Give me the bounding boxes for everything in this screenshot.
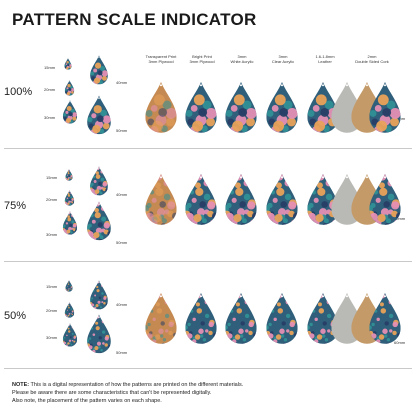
material-line1: 2mm bbox=[367, 54, 377, 59]
scale-label: 75% bbox=[4, 200, 27, 212]
material-line2: Double Sided Cork bbox=[355, 59, 389, 64]
size-label-15mm: 15mm bbox=[46, 284, 58, 289]
size-label-40mm: 40mm bbox=[116, 302, 128, 307]
size-label-50mm: 50mm bbox=[116, 240, 128, 245]
teardrop-sample-print bbox=[184, 172, 218, 227]
teardrop-sample-print bbox=[65, 280, 73, 292]
teardrop-sample-print bbox=[368, 291, 402, 346]
material-label-cork: 2mm Double Sided Cork bbox=[352, 54, 392, 64]
teardrop-sample-print bbox=[89, 55, 109, 85]
section-divider bbox=[4, 148, 412, 149]
scale-label: 100% bbox=[4, 86, 33, 98]
material-line1: Bright Print bbox=[192, 54, 212, 59]
scale-label: 50% bbox=[4, 310, 27, 322]
teardrop-sample-print bbox=[224, 80, 258, 135]
teardrop-sample-wood bbox=[144, 291, 178, 346]
material-line2: White Acrylic bbox=[230, 59, 254, 64]
material-line1: 1.6-1.8mm bbox=[315, 54, 335, 59]
teardrop-sample-wood bbox=[144, 80, 178, 135]
material-label-bright-plywood: Bright Print 3mm Plywood bbox=[182, 54, 222, 64]
size-label-20mm: 20mm bbox=[44, 87, 56, 92]
size-label-40mm: 40mm bbox=[116, 192, 128, 197]
size-label-15mm: 15mm bbox=[44, 65, 56, 70]
teardrop-sample-print bbox=[64, 190, 75, 206]
teardrop-sample-print bbox=[224, 291, 258, 346]
material-line1: Transparent Print bbox=[145, 54, 177, 59]
teardrop-sample-print bbox=[64, 80, 75, 96]
size-label-20mm: 20mm bbox=[46, 308, 58, 313]
section-100: 100% 15mm 20mm 30mm 40mm 50mm 60mm bbox=[0, 56, 416, 146]
material-line2: Clear Acrylic bbox=[271, 59, 295, 64]
teardrop-sample-print bbox=[89, 166, 109, 196]
teardrop-sample-print bbox=[306, 80, 340, 135]
size-label-30mm: 30mm bbox=[46, 335, 58, 340]
section-50: 50% 15mm 20mm 30mm 40mm 50mm 60mm bbox=[0, 274, 416, 366]
size-label-15mm: 15mm bbox=[46, 175, 58, 180]
note-line3: Also note, the placement of the pattern … bbox=[12, 398, 162, 404]
teardrop-sample-print bbox=[265, 172, 299, 227]
note-line2: Please be aware there are some character… bbox=[12, 390, 212, 396]
material-line1: 3mm bbox=[237, 54, 247, 59]
teardrop-sample-print bbox=[265, 291, 299, 346]
size-label-60mm: 60mm bbox=[394, 340, 406, 345]
size-label-60mm: 60mm bbox=[394, 216, 406, 221]
size-label-20mm: 20mm bbox=[46, 197, 58, 202]
teardrop-sample-print bbox=[86, 314, 112, 354]
teardrop-sample-print bbox=[65, 169, 73, 181]
teardrop-sample-print bbox=[64, 58, 72, 70]
teardrop-sample-print bbox=[224, 172, 258, 227]
teardrop-sample-print bbox=[368, 172, 402, 227]
material-label-clear-acrylic: 3mm Clear Acrylic bbox=[263, 54, 303, 64]
material-line1: 3mm bbox=[278, 54, 288, 59]
note-label: NOTE: bbox=[12, 382, 30, 388]
teardrop-sample-wood bbox=[144, 172, 178, 227]
teardrop-sample-print bbox=[62, 323, 78, 347]
teardrop-sample-print bbox=[62, 211, 78, 235]
section-divider bbox=[4, 261, 412, 262]
size-label-50mm: 50mm bbox=[116, 128, 128, 133]
size-label-30mm: 30mm bbox=[44, 115, 56, 120]
teardrop-sample-print bbox=[265, 80, 299, 135]
page-title: PATTERN SCALE INDICATOR bbox=[12, 10, 257, 29]
material-label-leather: 1.6-1.8mm Leather bbox=[305, 54, 345, 64]
teardrop-sample-print bbox=[184, 291, 218, 346]
material-labels: Transparent Print 3mm Plywood Bright Pri… bbox=[0, 54, 416, 68]
material-line2: 3mm Plywood bbox=[148, 59, 174, 64]
material-line2: Leather bbox=[318, 59, 332, 64]
material-line2: 3mm Plywood bbox=[189, 59, 215, 64]
section-divider bbox=[4, 368, 412, 369]
teardrop-sample-print bbox=[368, 80, 402, 135]
teardrop-sample-print bbox=[62, 100, 78, 124]
note: NOTE: This is a digital representation o… bbox=[12, 381, 404, 405]
material-label-white-acrylic: 3mm White Acrylic bbox=[222, 54, 262, 64]
teardrop-sample-print bbox=[86, 95, 112, 135]
size-label-40mm: 40mm bbox=[116, 80, 128, 85]
size-label-50mm: 50mm bbox=[116, 350, 128, 355]
teardrop-sample-print bbox=[86, 201, 112, 241]
teardrop-sample-print bbox=[184, 80, 218, 135]
note-line1: This is a digital representation of how … bbox=[29, 382, 244, 388]
size-label-30mm: 30mm bbox=[46, 232, 58, 237]
material-label-transparent-plywood: Transparent Print 3mm Plywood bbox=[141, 54, 181, 64]
teardrop-sample-print bbox=[64, 302, 75, 318]
teardrop-sample-print bbox=[89, 280, 109, 310]
section-75: 75% 15mm 20mm 30mm 40mm 50mm 60mm bbox=[0, 162, 416, 260]
